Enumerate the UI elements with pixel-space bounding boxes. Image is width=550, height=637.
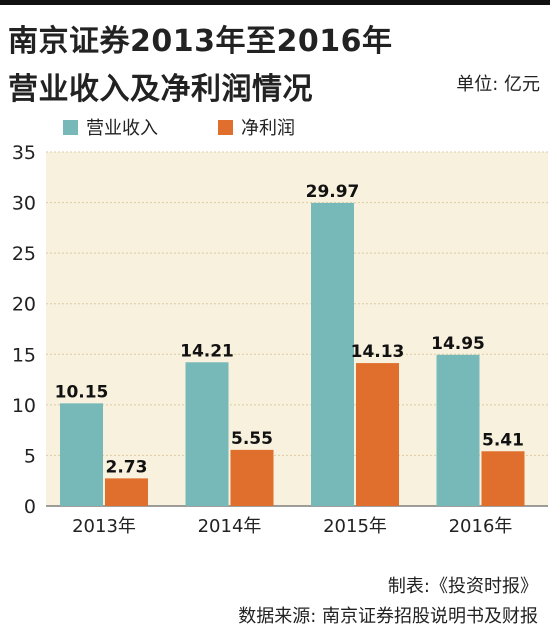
data-label-revenue: 29.97 xyxy=(306,182,360,202)
chart-title-line1: 南京证券2013年至2016年 xyxy=(8,24,393,59)
bar-profit xyxy=(230,449,274,506)
x-tick-label: 2015年 xyxy=(323,516,387,537)
credit-line: 制表:《投资时报》 xyxy=(387,576,538,597)
y-tick-label: 20 xyxy=(12,294,36,316)
y-tick-label: 5 xyxy=(24,445,36,467)
y-tick-label: 0 xyxy=(24,496,36,518)
y-tick-label: 10 xyxy=(12,395,36,417)
chart-title-line2: 营业收入及净利润情况 xyxy=(8,72,313,107)
source-line: 数据来源: 南京证券招股说明书及财报 xyxy=(238,606,538,627)
legend-label-revenue: 营业收入 xyxy=(86,118,158,139)
bar-profit xyxy=(105,478,148,506)
data-label-profit: 2.73 xyxy=(106,457,148,477)
bar-revenue xyxy=(436,354,480,506)
bar-revenue xyxy=(185,362,229,506)
y-tick-label: 15 xyxy=(12,344,36,366)
bar-profit xyxy=(481,451,525,506)
x-tick-label: 2016年 xyxy=(449,516,513,537)
y-tick-label: 30 xyxy=(12,193,36,215)
bar-profit xyxy=(356,363,399,506)
data-label-revenue: 10.15 xyxy=(55,382,109,402)
legend-swatch-revenue xyxy=(63,119,78,135)
legend-item-revenue: 营业收入 xyxy=(63,114,158,140)
bar-chart: 0 5 10 15 20 25 30 35 10.15 2.73 2013年 14.21 5.55 201… xyxy=(12,142,548,537)
y-tick-label: 35 xyxy=(12,142,36,164)
data-label-revenue: 14.21 xyxy=(180,341,234,361)
data-label-profit: 14.13 xyxy=(351,342,405,362)
data-label-profit: 5.55 xyxy=(231,429,273,449)
legend: 营业收入 净利润 xyxy=(63,114,355,140)
top-rule xyxy=(0,0,550,5)
legend-swatch-profit xyxy=(218,119,233,135)
x-tick-label: 2013年 xyxy=(72,516,136,537)
bar-revenue xyxy=(60,403,103,506)
bar-revenue xyxy=(311,202,354,506)
legend-label-profit: 净利润 xyxy=(241,118,295,139)
y-tick-label: 25 xyxy=(12,243,36,265)
data-label-revenue: 14.95 xyxy=(431,334,485,354)
data-label-profit: 5.41 xyxy=(482,430,524,450)
x-tick-label: 2014年 xyxy=(198,516,262,537)
legend-item-profit: 净利润 xyxy=(218,114,295,140)
unit-label: 单位: 亿元 xyxy=(456,74,540,95)
